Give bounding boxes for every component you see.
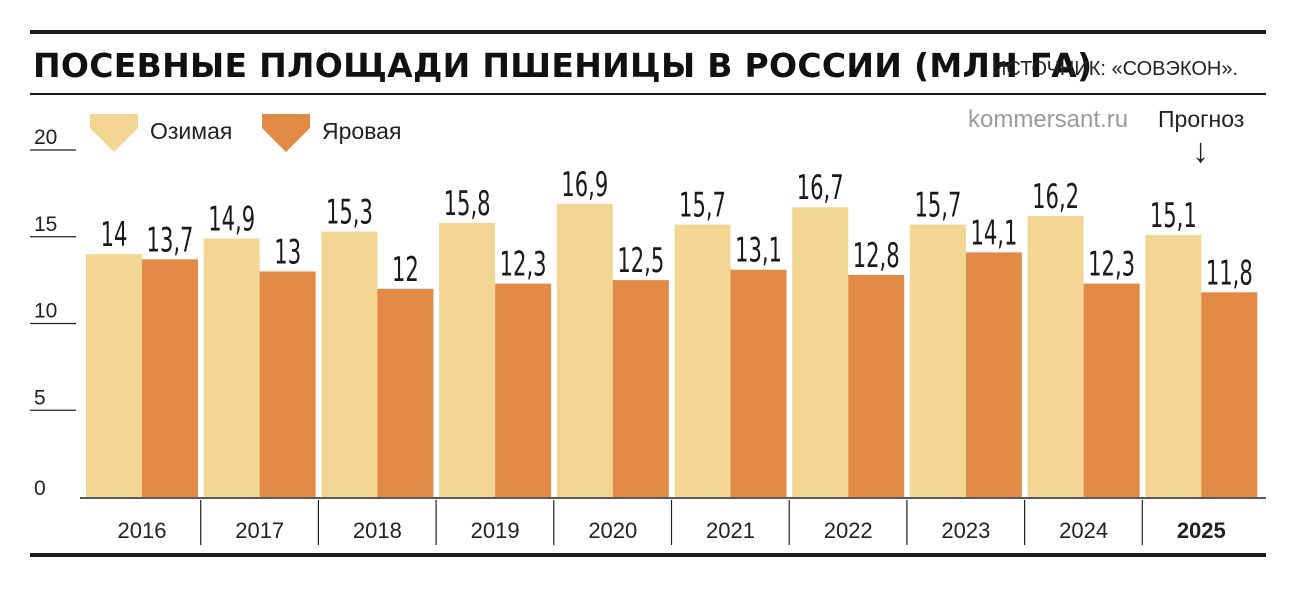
x-tick-label: 2021 <box>706 518 755 543</box>
bar-spring <box>730 269 787 497</box>
data-label: 11,8 <box>1206 253 1253 293</box>
y-tick-label: 10 <box>34 300 57 323</box>
legend-swatch-spring <box>262 114 310 128</box>
bottom-rule <box>30 553 1266 557</box>
legend-marker-winter-icon <box>90 128 138 152</box>
data-label: 16,9 <box>561 165 608 205</box>
data-label: 12,8 <box>853 236 900 276</box>
forecast-arrow-icon: ↓ <box>1192 132 1209 170</box>
x-tick-label: 2017 <box>235 518 284 543</box>
x-tick-label: 2024 <box>1059 518 1108 543</box>
bar-spring <box>259 271 316 497</box>
data-label: 13,1 <box>735 230 782 270</box>
legend-label-spring: Яровая <box>322 118 402 144</box>
bar-winter <box>909 224 966 498</box>
legend-marker-spring-icon <box>262 128 310 152</box>
data-label: 12,5 <box>617 241 664 281</box>
source-note: ИСТОЧНИК: «СОВЭКОН». <box>992 58 1239 80</box>
x-tick-label: 2023 <box>941 518 990 543</box>
data-label: 12 <box>392 250 419 290</box>
bar-spring <box>965 252 1022 497</box>
data-label: 15,3 <box>326 192 373 232</box>
data-label: 12,3 <box>500 244 547 284</box>
y-tick-label: 5 <box>34 386 46 409</box>
bar-winter <box>86 254 142 497</box>
x-tick-label: 2022 <box>824 518 873 543</box>
data-label: 15,8 <box>444 184 491 224</box>
bar-spring <box>1083 283 1140 497</box>
data-label: 13,7 <box>147 220 194 260</box>
bar-winter <box>556 203 613 497</box>
data-label: 15,1 <box>1150 196 1197 236</box>
data-label: 12,3 <box>1088 244 1135 284</box>
data-label: 14 <box>101 215 128 255</box>
bar-winter <box>439 222 496 497</box>
data-label: 14,1 <box>970 213 1017 253</box>
legend-label-winter: Озимая <box>150 118 233 144</box>
chart-title: ПОСЕВНЫЕ ПЛОЩАДИ ПШЕНИЦЫ В РОССИИ (МЛН Г… <box>33 46 1093 85</box>
bar-winter <box>321 231 378 498</box>
x-tick-label: 2025 <box>1177 518 1226 543</box>
y-tick-label: 15 <box>34 213 57 236</box>
x-tick-label: 2019 <box>471 518 520 543</box>
bar-spring <box>142 259 198 497</box>
data-label: 16,2 <box>1032 177 1079 217</box>
watermark: kommersant.ru <box>968 106 1129 133</box>
x-tick-label: 2020 <box>588 518 637 543</box>
data-label: 15,7 <box>679 185 726 225</box>
y-tick-label: 20 <box>34 126 57 149</box>
bar-winter <box>1027 215 1084 497</box>
bar-spring <box>495 283 552 497</box>
y-tick-label: 0 <box>34 477 46 500</box>
bar-spring <box>848 274 905 497</box>
bar-spring <box>377 288 434 497</box>
bar-spring <box>1201 292 1258 497</box>
forecast-label: Прогноз <box>1158 106 1245 132</box>
data-label: 15,7 <box>914 185 961 225</box>
bar-winter <box>792 207 849 497</box>
bar-winter <box>674 224 731 498</box>
bar-spring <box>612 280 669 497</box>
top-rule <box>30 30 1266 34</box>
x-tick-label: 2016 <box>118 518 167 543</box>
data-label: 16,7 <box>797 168 844 208</box>
bar-winter <box>203 238 260 498</box>
title-divider <box>30 93 1266 95</box>
data-label: 13 <box>274 232 301 272</box>
x-tick-label: 2018 <box>353 518 402 543</box>
bar-winter <box>1145 235 1202 497</box>
legend-swatch-winter <box>90 114 138 128</box>
data-label: 14,9 <box>208 199 255 239</box>
